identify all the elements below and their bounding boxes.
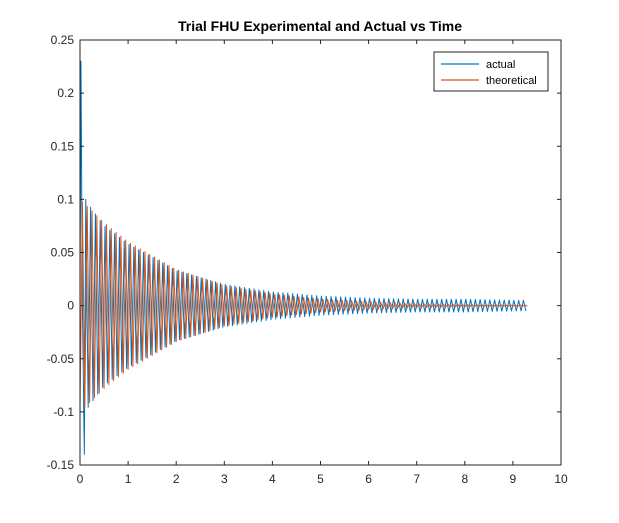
- x-tick-label-0: 0: [77, 472, 84, 486]
- ticks-layer: 0 1 2 3 4 5 6 7 8 9 10 -0.15 -0.1 -0.05 0 0.05 0.1 0.15 0.…: [47, 33, 568, 486]
- legend-label-theoretical: theoretical: [486, 75, 537, 87]
- y-tick-label-8: 0.25: [51, 33, 75, 47]
- x-tick-label-5: 5: [317, 472, 324, 486]
- y-tick-label-0: -0.15: [47, 458, 75, 472]
- series-line-theoretical: [79, 201, 528, 412]
- chart-title: Trial FHU Experimental and Actual vs Tim…: [178, 18, 462, 34]
- x-tick-label-6: 6: [365, 472, 372, 486]
- x-tick-label-9: 9: [510, 472, 517, 486]
- y-tick-label-5: 0.1: [57, 192, 74, 206]
- x-tick-label-4: 4: [269, 472, 276, 486]
- y-tick-label-3: 0: [67, 299, 74, 313]
- x-tick-label-2: 2: [173, 472, 180, 486]
- series-layer: [79, 60, 528, 455]
- legend-box: [433, 51, 549, 92]
- legend: actual theoretical: [433, 51, 549, 92]
- x-tick-label-10: 10: [554, 472, 568, 486]
- plot-area: [80, 40, 561, 465]
- y-tick-label-2: -0.05: [47, 352, 75, 366]
- y-tick-label-6: 0.15: [51, 139, 75, 153]
- y-tick-label-1: -0.1: [53, 405, 74, 419]
- series-line-actual: [79, 60, 527, 455]
- y-tick-label-4: 0.05: [51, 246, 75, 260]
- x-tick-label-3: 3: [221, 472, 228, 486]
- y-tick-label-7: 0.2: [57, 86, 74, 100]
- x-tick-label-8: 8: [461, 472, 468, 486]
- x-tick-label-7: 7: [413, 472, 420, 486]
- x-tick-label-1: 1: [125, 472, 132, 486]
- legend-label-actual: actual: [486, 59, 515, 71]
